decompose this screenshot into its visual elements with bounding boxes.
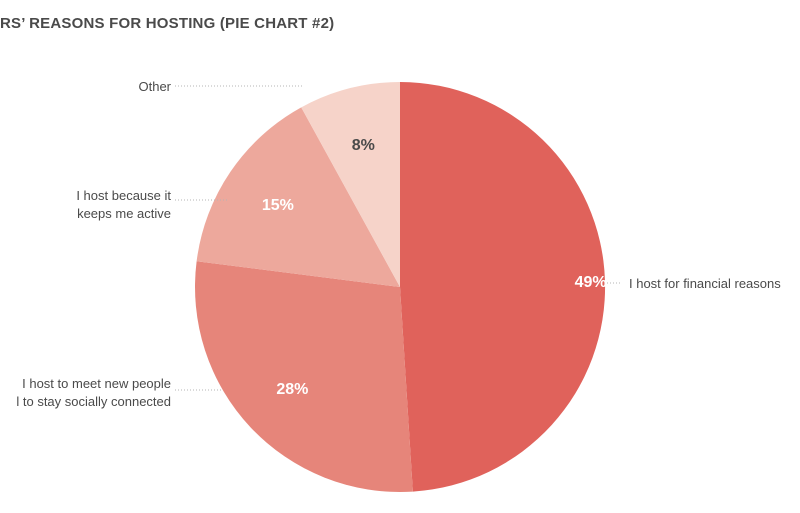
pie-slice-active: [196, 107, 400, 287]
pie-slices: [195, 81, 606, 493]
pie-value-label-financial: 49%: [575, 274, 607, 291]
slice-label-active-line1: I host because it: [76, 188, 171, 203]
pie-value-label-other: 8%: [352, 137, 375, 154]
pie-value-label-meet-people: 28%: [276, 381, 308, 398]
pie-percent-labels: 49% 28% 15% 8%: [262, 137, 607, 398]
slice-label-meet-people-line2: l to stay socially connected: [16, 394, 171, 409]
slice-label-active-line2: keeps me active: [77, 206, 171, 221]
chart-title: RS’ REASONS FOR HOSTING (PIE CHART #2): [0, 15, 334, 32]
slice-label-meet-people-line1: I host to meet new people: [22, 376, 171, 391]
pie-slice-financial: [400, 81, 606, 492]
pie-value-label-active: 15%: [262, 197, 294, 214]
pie-slice-other: [301, 82, 400, 287]
pie-slice-meet-people: [195, 261, 413, 493]
slice-label-financial: I host for financial reasons: [629, 276, 781, 291]
slice-label-other: Other: [138, 79, 171, 94]
